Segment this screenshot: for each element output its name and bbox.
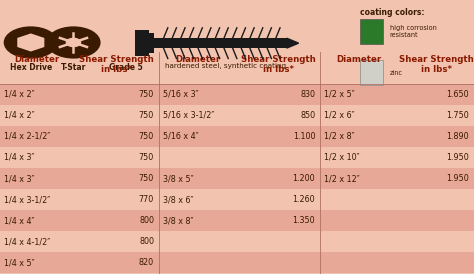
Bar	[0, 210, 474, 231]
Text: 800: 800	[139, 216, 154, 225]
Text: 1.100: 1.100	[293, 132, 315, 141]
Text: Shear Strength
in lbs*: Shear Strength in lbs*	[241, 55, 316, 74]
Bar	[135, 30, 149, 56]
Text: 5/16 x 3-1/2″: 5/16 x 3-1/2″	[163, 111, 214, 120]
Text: 1/2 x 5″: 1/2 x 5″	[324, 90, 355, 99]
Bar	[360, 60, 383, 85]
Bar	[0, 252, 474, 273]
Polygon shape	[287, 38, 299, 48]
Bar	[0, 147, 474, 168]
Text: 1.650: 1.650	[447, 90, 469, 99]
Text: 830: 830	[300, 90, 315, 99]
Text: 1/4 x 5″: 1/4 x 5″	[4, 258, 35, 267]
Polygon shape	[17, 33, 45, 52]
Bar	[0, 105, 474, 126]
Text: 3/8 x 8″: 3/8 x 8″	[163, 216, 193, 225]
Text: T-Star: T-Star	[61, 63, 86, 72]
Text: 750: 750	[139, 90, 154, 99]
Circle shape	[47, 27, 100, 58]
Text: 750: 750	[139, 174, 154, 183]
Text: 1/4 x 3-1/2″: 1/4 x 3-1/2″	[4, 195, 50, 204]
Bar	[0, 231, 474, 252]
Text: 750: 750	[139, 111, 154, 120]
Text: 1.260: 1.260	[292, 195, 315, 204]
Text: zinc: zinc	[390, 70, 402, 76]
Text: Diameter: Diameter	[337, 55, 382, 64]
Text: 1.350: 1.350	[292, 216, 315, 225]
Bar	[0, 84, 474, 105]
Text: 5/16 x 4″: 5/16 x 4″	[163, 132, 198, 141]
Text: 770: 770	[139, 195, 154, 204]
Text: Diameter: Diameter	[14, 55, 59, 64]
Text: 1/4 x 4-1/2″: 1/4 x 4-1/2″	[4, 237, 50, 246]
Text: 820: 820	[139, 258, 154, 267]
Text: 1.200: 1.200	[292, 174, 315, 183]
Text: 1/2 x 8″: 1/2 x 8″	[324, 132, 355, 141]
Text: 1/2 x 12″: 1/2 x 12″	[324, 174, 359, 183]
Text: 1.950: 1.950	[447, 174, 469, 183]
Bar	[360, 19, 383, 44]
Text: 1/2 x 6″: 1/2 x 6″	[324, 111, 355, 120]
Text: Shear Strength
in lbs*: Shear Strength in lbs*	[79, 55, 154, 74]
Text: 5/16 x 3″: 5/16 x 3″	[163, 90, 198, 99]
Text: 1/4 x 2″: 1/4 x 2″	[4, 90, 35, 99]
Text: 1/4 x 2″: 1/4 x 2″	[4, 111, 35, 120]
Bar	[0, 52, 474, 84]
Text: 1/4 x 3″: 1/4 x 3″	[4, 174, 34, 183]
Text: hardened steel, synthetic coating: hardened steel, synthetic coating	[164, 63, 286, 69]
Bar	[148, 33, 154, 53]
Bar	[154, 38, 287, 48]
Text: 1.950: 1.950	[447, 153, 469, 162]
Text: 3/8 x 5″: 3/8 x 5″	[163, 174, 193, 183]
Text: Hex Drive: Hex Drive	[9, 63, 52, 72]
Text: high corrosion
resistant: high corrosion resistant	[390, 25, 437, 38]
Text: 1/4 x 4″: 1/4 x 4″	[4, 216, 34, 225]
Text: coating colors:: coating colors:	[360, 8, 425, 17]
Text: 750: 750	[139, 153, 154, 162]
Text: 1/4 x 3″: 1/4 x 3″	[4, 153, 34, 162]
Text: 3/8 x 6″: 3/8 x 6″	[163, 195, 193, 204]
Text: 1.890: 1.890	[447, 132, 469, 141]
Text: 750: 750	[139, 132, 154, 141]
Bar	[0, 126, 474, 147]
Text: Grade 5: Grade 5	[109, 63, 143, 72]
Bar	[0, 168, 474, 189]
Text: 850: 850	[300, 111, 315, 120]
Text: 1/4 x 2-1/2″: 1/4 x 2-1/2″	[4, 132, 50, 141]
Text: Diameter: Diameter	[175, 55, 220, 64]
Text: Shear Strength
in lbs*: Shear Strength in lbs*	[399, 55, 474, 74]
Text: 1.750: 1.750	[447, 111, 469, 120]
Circle shape	[5, 27, 57, 58]
Text: 1/2 x 10″: 1/2 x 10″	[324, 153, 359, 162]
Circle shape	[66, 38, 81, 47]
Text: 800: 800	[139, 237, 154, 246]
Bar	[0, 189, 474, 210]
